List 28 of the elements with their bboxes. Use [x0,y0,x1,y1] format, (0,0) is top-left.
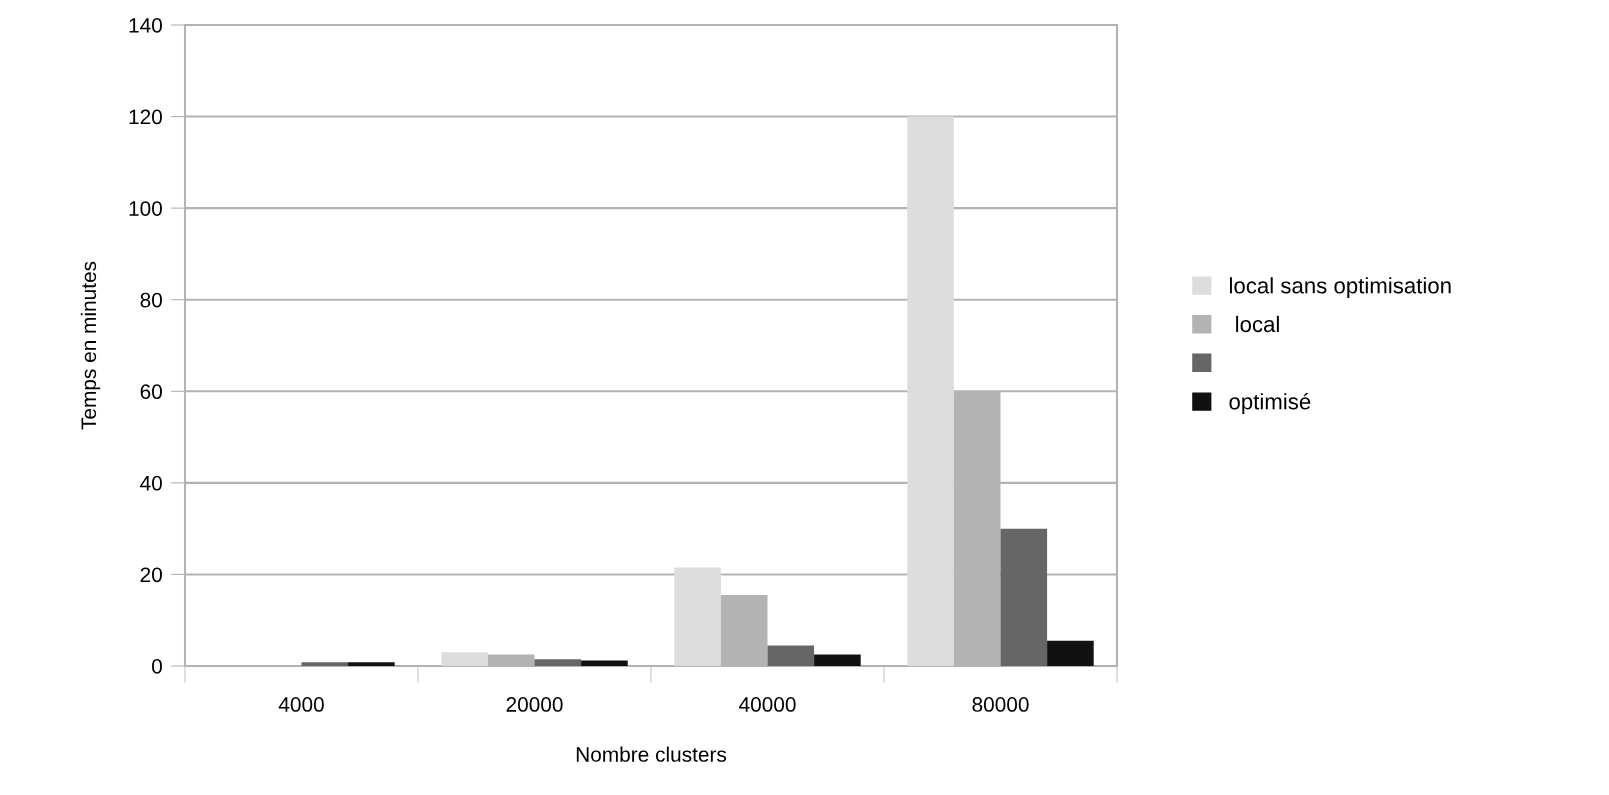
legend-label: local sans optimisation [1229,277,1451,298]
y-tick-label: 100 [129,201,162,216]
bar [581,660,628,666]
y-tick-label: 80 [140,292,162,308]
bar [1047,640,1094,666]
y-axis-title: Temps en minutes [80,261,101,430]
x-tick-label: 20000 [506,697,563,712]
bar [534,659,582,666]
legend-label: local [1236,315,1279,333]
bar [1000,528,1048,666]
bar [674,567,721,666]
bar [441,652,488,666]
y-tick-label: 40 [140,475,162,491]
y-tick-label: 0 [152,659,162,674]
y-tick-label: 60 [140,384,162,400]
bar [348,662,395,666]
y-tick-label: 20 [140,567,162,583]
bar [907,116,954,666]
y-tick-label: 120 [129,109,162,125]
bar [814,654,861,666]
y-tick-label: 140 [129,18,162,33]
x-tick-label: 4000 [278,697,324,712]
x-tick-label: 40000 [739,697,796,712]
x-axis-title: Nombre clusters [576,746,727,762]
legend-label: optimisé [1229,392,1311,414]
bar [767,645,815,666]
bar [301,662,349,666]
x-tick-label: 80000 [972,697,1029,712]
